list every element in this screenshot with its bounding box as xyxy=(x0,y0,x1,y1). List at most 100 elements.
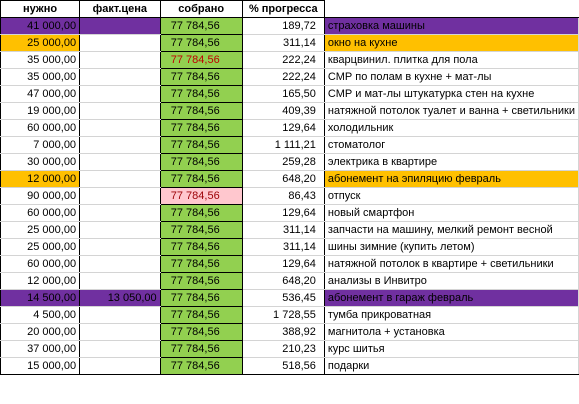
need-cell[interactable]: 35 000,00 xyxy=(0,51,81,69)
header-empty-cell[interactable] xyxy=(324,0,579,18)
header-collected[interactable]: собрано xyxy=(159,0,243,18)
description-cell[interactable]: анализы в Инвитро xyxy=(323,272,579,290)
progress-cell[interactable]: 222,24 xyxy=(241,51,325,69)
progress-cell[interactable]: 129,64 xyxy=(241,255,325,273)
collected-cell[interactable]: 77 784,56 xyxy=(159,255,243,273)
collected-cell[interactable]: 77 784,56 xyxy=(159,34,243,52)
collected-cell[interactable]: 77 784,56 xyxy=(159,136,243,154)
description-cell[interactable]: запчасти на машину, мелкий ремонт весной xyxy=(323,221,579,239)
description-cell[interactable]: страховка машины xyxy=(323,17,579,35)
need-cell[interactable]: 30 000,00 xyxy=(0,153,81,171)
progress-cell[interactable]: 648,20 xyxy=(241,170,325,188)
progress-cell[interactable]: 1 111,21 xyxy=(241,136,325,154)
need-cell[interactable]: 12 000,00 xyxy=(0,170,81,188)
progress-cell[interactable]: 536,45 xyxy=(241,289,325,307)
need-cell[interactable]: 25 000,00 xyxy=(0,221,81,239)
fact-price-cell[interactable] xyxy=(79,221,161,239)
progress-cell[interactable]: 409,39 xyxy=(241,102,325,120)
fact-price-cell[interactable] xyxy=(79,153,161,171)
description-cell[interactable]: подарки xyxy=(323,357,579,375)
progress-cell[interactable]: 86,43 xyxy=(241,187,325,205)
fact-price-cell[interactable] xyxy=(79,85,161,103)
description-cell[interactable]: СМР по полам в кухне + мат-лы xyxy=(323,68,579,86)
need-cell[interactable]: 25 000,00 xyxy=(0,238,81,256)
need-cell[interactable]: 35 000,00 xyxy=(0,68,81,86)
collected-cell[interactable]: 77 784,56 xyxy=(159,119,243,137)
description-cell[interactable]: шины зимние (купить летом) xyxy=(323,238,579,256)
header-fact-price[interactable]: факт.цена xyxy=(79,0,161,18)
description-cell[interactable]: натяжной потолок в квартире + светильник… xyxy=(323,255,579,273)
collected-cell[interactable]: 77 784,56 xyxy=(159,51,243,69)
need-cell[interactable]: 41 000,00 xyxy=(0,17,81,35)
collected-cell[interactable]: 77 784,56 xyxy=(159,272,243,290)
progress-cell[interactable]: 518,56 xyxy=(241,357,325,375)
fact-price-cell[interactable] xyxy=(79,340,161,358)
need-cell[interactable]: 60 000,00 xyxy=(0,204,81,222)
need-cell[interactable]: 37 000,00 xyxy=(0,340,81,358)
collected-cell[interactable]: 77 784,56 xyxy=(159,289,243,307)
need-cell[interactable]: 25 000,00 xyxy=(0,34,81,52)
fact-price-cell[interactable] xyxy=(79,136,161,154)
header-need[interactable]: нужно xyxy=(0,0,81,18)
fact-price-cell[interactable] xyxy=(79,323,161,341)
description-cell[interactable]: холодильник xyxy=(323,119,579,137)
progress-cell[interactable]: 165,50 xyxy=(241,85,325,103)
need-cell[interactable]: 19 000,00 xyxy=(0,102,81,120)
description-cell[interactable]: СМР и мат-лы штукатурка стен на кухне xyxy=(323,85,579,103)
description-cell[interactable]: абонемент на эпиляцию февраль xyxy=(323,170,579,188)
header-progress[interactable]: % прогресса xyxy=(241,0,325,18)
description-cell[interactable]: отпуск xyxy=(323,187,579,205)
fact-price-cell[interactable] xyxy=(79,51,161,69)
collected-cell[interactable]: 77 784,56 xyxy=(159,204,243,222)
collected-cell[interactable]: 77 784,56 xyxy=(159,17,243,35)
progress-cell[interactable]: 388,92 xyxy=(241,323,325,341)
fact-price-cell[interactable] xyxy=(79,255,161,273)
progress-cell[interactable]: 259,28 xyxy=(241,153,325,171)
need-cell[interactable]: 7 000,00 xyxy=(0,136,81,154)
fact-price-cell[interactable] xyxy=(79,68,161,86)
fact-price-cell[interactable] xyxy=(79,306,161,324)
progress-cell[interactable]: 129,64 xyxy=(241,119,325,137)
description-cell[interactable]: натяжной потолок туалет и ванна + светил… xyxy=(323,102,579,120)
collected-cell[interactable]: 77 784,56 xyxy=(159,170,243,188)
description-cell[interactable]: новый смартфон xyxy=(323,204,579,222)
description-cell[interactable]: курс шитья xyxy=(323,340,579,358)
description-cell[interactable]: абонемент в гараж февраль xyxy=(323,289,579,307)
collected-cell[interactable]: 77 784,56 xyxy=(159,102,243,120)
need-cell[interactable]: 4 500,00 xyxy=(0,306,81,324)
collected-cell[interactable]: 77 784,56 xyxy=(159,238,243,256)
description-cell[interactable]: стоматолог xyxy=(323,136,579,154)
need-cell[interactable]: 14 500,00 xyxy=(0,289,81,307)
need-cell[interactable]: 12 000,00 xyxy=(0,272,81,290)
collected-cell[interactable]: 77 784,56 xyxy=(159,68,243,86)
description-cell[interactable]: кварцвинил. плитка для пола xyxy=(323,51,579,69)
need-cell[interactable]: 15 000,00 xyxy=(0,357,81,375)
description-cell[interactable]: электрика в квартире xyxy=(323,153,579,171)
progress-cell[interactable]: 129,64 xyxy=(241,204,325,222)
need-cell[interactable]: 20 000,00 xyxy=(0,323,81,341)
need-cell[interactable]: 60 000,00 xyxy=(0,119,81,137)
collected-cell[interactable]: 77 784,56 xyxy=(159,221,243,239)
fact-price-cell[interactable]: 13 050,00 xyxy=(79,289,161,307)
need-cell[interactable]: 60 000,00 xyxy=(0,255,81,273)
collected-cell[interactable]: 77 784,56 xyxy=(159,357,243,375)
description-cell[interactable]: тумба прикроватная xyxy=(323,306,579,324)
collected-cell[interactable]: 77 784,56 xyxy=(159,153,243,171)
collected-cell[interactable]: 77 784,56 xyxy=(159,340,243,358)
fact-price-cell[interactable] xyxy=(79,204,161,222)
fact-price-cell[interactable] xyxy=(79,17,161,35)
progress-cell[interactable]: 648,20 xyxy=(241,272,325,290)
progress-cell[interactable]: 311,14 xyxy=(241,238,325,256)
progress-cell[interactable]: 189,72 xyxy=(241,17,325,35)
fact-price-cell[interactable] xyxy=(79,272,161,290)
description-cell[interactable]: магнитола + установка xyxy=(323,323,579,341)
need-cell[interactable]: 90 000,00 xyxy=(0,187,81,205)
progress-cell[interactable]: 222,24 xyxy=(241,68,325,86)
need-cell[interactable]: 47 000,00 xyxy=(0,85,81,103)
collected-cell[interactable]: 77 784,56 xyxy=(159,85,243,103)
fact-price-cell[interactable] xyxy=(79,238,161,256)
fact-price-cell[interactable] xyxy=(79,119,161,137)
fact-price-cell[interactable] xyxy=(79,357,161,375)
fact-price-cell[interactable] xyxy=(79,187,161,205)
collected-cell[interactable]: 77 784,56 xyxy=(159,323,243,341)
